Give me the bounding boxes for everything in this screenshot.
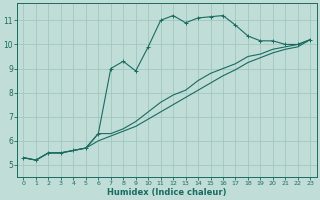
X-axis label: Humidex (Indice chaleur): Humidex (Indice chaleur) bbox=[107, 188, 227, 197]
